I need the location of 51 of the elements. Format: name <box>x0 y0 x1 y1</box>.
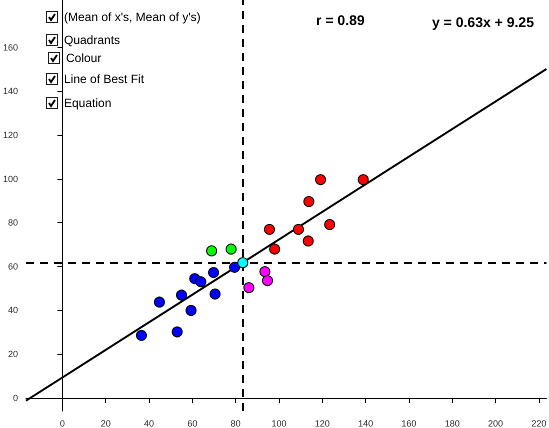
point <box>302 235 314 246</box>
point <box>315 174 326 186</box>
point <box>208 267 220 278</box>
point <box>229 262 240 273</box>
y-tick-label: 80 <box>8 218 18 228</box>
point <box>210 288 221 300</box>
annotation: Equation <box>64 96 112 110</box>
x-tick-label: 20 <box>100 418 111 428</box>
point <box>136 330 147 341</box>
y-tick-label: 140 <box>2 86 18 96</box>
annotation: Colour <box>66 51 102 65</box>
y-tick-label: 100 <box>2 174 18 184</box>
point <box>292 224 304 235</box>
x-tick-label: 160 <box>401 418 416 428</box>
annotation: Quadrants <box>64 33 120 47</box>
point <box>154 296 165 308</box>
x-tick-label: 100 <box>271 418 286 428</box>
x-tick-label: 220 <box>531 418 546 428</box>
point <box>176 290 188 301</box>
point <box>259 266 270 278</box>
point <box>358 174 369 186</box>
x-tick-label: 40 <box>144 418 154 428</box>
x-tick-label: 180 <box>444 418 460 428</box>
point <box>324 219 336 230</box>
x-tick-label: 120 <box>314 418 330 428</box>
y-tick-label: 20 <box>8 349 18 360</box>
point <box>264 224 275 235</box>
point <box>195 276 206 288</box>
point <box>186 304 197 316</box>
y-tick-label: 160 <box>2 42 18 52</box>
x-tick-label: 140 <box>358 418 374 428</box>
point <box>269 244 280 255</box>
point <box>172 326 183 338</box>
x-tick-label: 60 <box>187 418 198 428</box>
annotation: Line of Best Fit <box>64 72 144 86</box>
y-tick-label: 40 <box>8 305 18 316</box>
y-tick-label: 60 <box>8 261 18 272</box>
x-tick-label: 80 <box>230 418 241 428</box>
x-tick-label: 0 <box>60 418 65 428</box>
y-tick-label: 120 <box>2 130 18 140</box>
annotation: y = 0.63x + 9.25 <box>432 14 534 30</box>
point <box>243 282 254 294</box>
point <box>237 257 248 268</box>
annotation: r = 0.89 <box>316 12 365 28</box>
y-tick-label: 0 <box>13 392 18 403</box>
point <box>206 245 218 256</box>
annotation: (Mean of x's, Mean of y's) <box>64 10 201 24</box>
point <box>226 244 237 255</box>
x-tick-label: 200 <box>488 418 504 428</box>
point <box>303 196 314 208</box>
point <box>262 275 273 286</box>
